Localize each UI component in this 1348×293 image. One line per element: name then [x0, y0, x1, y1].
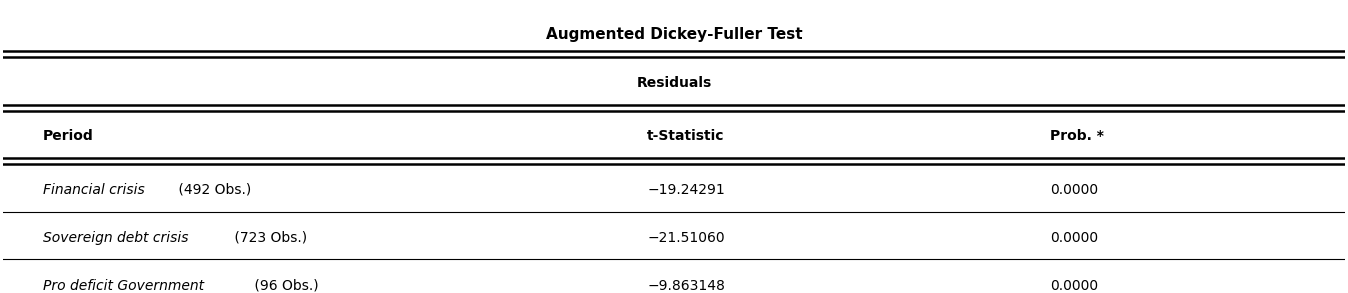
Text: (723 Obs.): (723 Obs.)	[231, 231, 307, 245]
Text: 0.0000: 0.0000	[1050, 183, 1099, 197]
Text: 0.0000: 0.0000	[1050, 279, 1099, 293]
Text: (96 Obs.): (96 Obs.)	[251, 279, 318, 293]
Text: −9.863148: −9.863148	[647, 279, 725, 293]
Text: Augmented Dickey-Fuller Test: Augmented Dickey-Fuller Test	[546, 27, 802, 42]
Text: (492 Obs.): (492 Obs.)	[174, 183, 251, 197]
Text: Period: Period	[43, 129, 94, 143]
Text: Financial crisis: Financial crisis	[43, 183, 144, 197]
Text: Pro deficit Government: Pro deficit Government	[43, 279, 204, 293]
Text: t-Statistic: t-Statistic	[647, 129, 725, 143]
Text: Residuals: Residuals	[636, 76, 712, 90]
Text: Prob. *: Prob. *	[1050, 129, 1104, 143]
Text: 0.0000: 0.0000	[1050, 231, 1099, 245]
Text: −21.51060: −21.51060	[647, 231, 725, 245]
Text: −19.24291: −19.24291	[647, 183, 725, 197]
Text: Sovereign debt crisis: Sovereign debt crisis	[43, 231, 189, 245]
